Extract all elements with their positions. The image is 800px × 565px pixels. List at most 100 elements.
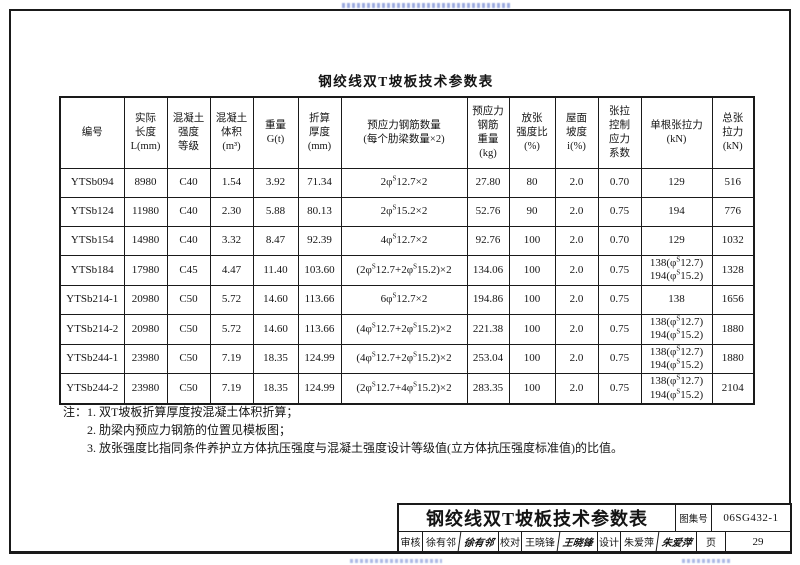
table-cell: C45 <box>166 255 211 286</box>
title-block-row-1: 钢绞线双T坡板技术参数表 图集号 06SG432-1 <box>399 505 790 532</box>
table-cell: 11.40 <box>252 255 299 286</box>
page-number: 29 <box>725 532 790 551</box>
column-header: 预应力钢筋数量 (每个肋梁数量×2) <box>340 96 468 169</box>
table-cell: 2φS12.7×2 <box>340 168 468 198</box>
table-cell: 100 <box>508 255 556 286</box>
table-cell: 0.75 <box>597 373 642 405</box>
column-header: 预应力 钢筋 重量 (kg) <box>466 96 510 169</box>
table-cell: 23980 <box>123 343 168 375</box>
table-cell: 2104 <box>711 373 755 405</box>
column-header: 屋面 坡度 i(%) <box>554 96 599 169</box>
table-cell: 23980 <box>123 373 168 405</box>
table-cell: (2φS12.7+4φS15.2)×2 <box>340 373 468 405</box>
table-cell: 100 <box>508 373 556 405</box>
table-row: YTSb094 8980 C40 1.54 3.92 71.34 2φS12.7×2 27.8… <box>59 168 755 198</box>
table-cell: 4.47 <box>209 255 254 286</box>
column-header: 单根张拉力 (kN) <box>640 96 713 169</box>
row-id-cell: YTSb244-1 <box>59 343 125 375</box>
table-cell: 194.86 <box>466 284 510 315</box>
column-header: 张拉 控制 应力 系数 <box>597 96 642 169</box>
table-row: YTSb214-2 20980 C50 5.72 14.60 113.66 (4φS12.7… <box>59 313 755 345</box>
table-cell: 138(φS12.7) 194(φS15.2) <box>640 373 713 405</box>
table-cell: 2φS15.2×2 <box>340 197 468 227</box>
table-cell: 7.19 <box>209 373 254 405</box>
table-cell: 134.06 <box>466 255 510 286</box>
page-label: 页 <box>696 532 725 551</box>
table-cell: 138(φS12.7) 194(φS15.2) <box>640 255 713 286</box>
table-cell: C50 <box>166 373 211 405</box>
atlas-number-value: 06SG432-1 <box>711 505 790 531</box>
proofread-label: 校对 <box>498 532 521 551</box>
table-cell: 5.72 <box>209 284 254 315</box>
table-cell: 129 <box>640 168 713 198</box>
column-header: 混凝土 体积 (m³) <box>209 96 254 169</box>
table-cell: 4φS12.7×2 <box>340 226 468 256</box>
note-item-3: 3. 放张强度比指同条件养护立方体抗压强度与混凝土强度设计等级值(立方体抗压强度… <box>87 440 624 455</box>
watermark-blur-top <box>342 3 512 8</box>
table-cell: 8980 <box>123 168 168 198</box>
atlas-number-label: 图集号 <box>675 505 711 531</box>
designer-name: 朱爱萍 <box>620 532 657 551</box>
table-cell: 18.35 <box>252 343 299 375</box>
row-id-cell: YTSb214-1 <box>59 284 125 315</box>
table-cell: 5.72 <box>209 313 254 345</box>
table-cell: 0.70 <box>597 226 642 256</box>
table-cell: (4φS12.7+2φS15.2)×2 <box>340 313 468 345</box>
table-cell: 2.0 <box>554 226 599 256</box>
table-cell: 14.60 <box>252 284 299 315</box>
table-cell: 8.47 <box>252 226 299 256</box>
table-cell: 129 <box>640 226 713 256</box>
table-cell: 138(φS12.7) 194(φS15.2) <box>640 343 713 375</box>
table-cell: 113.66 <box>297 284 342 315</box>
table-cell: 1880 <box>711 343 755 375</box>
table-cell: 20980 <box>123 284 168 315</box>
column-header: 折算 厚度 (mm) <box>297 96 342 169</box>
table-cell: C50 <box>166 313 211 345</box>
table-cell: 90 <box>508 197 556 227</box>
table-cell: 52.76 <box>466 197 510 227</box>
column-header: 重量 G(t) <box>252 96 299 169</box>
table-cell: 3.32 <box>209 226 254 256</box>
table-cell: 1880 <box>711 313 755 345</box>
title-block-row-2: 审核 徐有邻 徐有邻 校对 王晓锋 王晓锋 设计 朱爱萍 朱爱萍 页 29 <box>399 532 790 551</box>
row-id-cell: YTSb094 <box>59 168 125 198</box>
table-cell: C40 <box>166 226 211 256</box>
row-id-cell: YTSb124 <box>59 197 125 227</box>
table-cell: 27.80 <box>466 168 510 198</box>
designer-signature: 朱爱萍 <box>655 532 698 551</box>
review-label: 审核 <box>400 538 421 549</box>
table-cell: 194 <box>640 197 713 227</box>
table-cell: 100 <box>508 284 556 315</box>
table-cell: 0.75 <box>597 284 642 315</box>
table-cell: 1.54 <box>209 168 254 198</box>
table-row: YTSb154 14980 C40 3.32 8.47 92.39 4φS12.7×2 92.… <box>59 226 755 256</box>
table-cell: 2.0 <box>554 284 599 315</box>
table-cell: 11980 <box>123 197 168 227</box>
notes-list: 1. 双T坡板折算厚度按混凝土体积折算； 2. 肋梁内预应力钢筋的位置见模板图；… <box>87 404 623 457</box>
table-row: YTSb244-2 23980 C50 7.19 18.35 124.99 (2φS12.7… <box>59 373 755 405</box>
table-cell: 283.35 <box>466 373 510 405</box>
reviewer-signature: 徐有邻 <box>457 532 500 551</box>
watermark-blur-bottom-left <box>350 559 442 563</box>
table-cell: 113.66 <box>297 313 342 345</box>
proofreader-name: 王晓锋 <box>521 532 558 551</box>
column-header: 放张 强度比 (%) <box>508 96 556 169</box>
note-item-2: 2. 肋梁内预应力钢筋的位置见模板图； <box>87 422 292 437</box>
column-header: 总张 拉力 (kN) <box>711 96 755 169</box>
header-row: 编号 实际 长度 L(mm) 混凝土 强度 等级 混凝土 体积 (m³) 重量 G(t) 折算 厚度 (mm… <box>59 96 755 169</box>
watermark-blur-bottom-right <box>682 559 732 563</box>
notes-label: 注： <box>63 405 88 419</box>
table-cell: 2.0 <box>554 373 599 405</box>
table-cell: 776 <box>711 197 755 227</box>
table-cell: (4φS12.7+2φS15.2)×2 <box>340 343 468 375</box>
table-row: YTSb184 17980 C45 4.47 11.40 103.60 (2φS12.7+2… <box>59 255 755 286</box>
table-cell: 2.0 <box>554 343 599 375</box>
table-cell: 0.75 <box>597 313 642 345</box>
table-cell: 14980 <box>123 226 168 256</box>
table-cell: 103.60 <box>297 255 342 286</box>
design-label: 设计 <box>597 532 620 551</box>
table-cell: 2.0 <box>554 168 599 198</box>
table-header-row: 编号 实际 长度 L(mm) 混凝土 强度 等级 混凝土 体积 (m³) 重量 G(t) 折算 厚度 (mm… <box>59 96 755 169</box>
table-cell: 71.34 <box>297 168 342 198</box>
table-cell: 124.99 <box>297 373 342 405</box>
